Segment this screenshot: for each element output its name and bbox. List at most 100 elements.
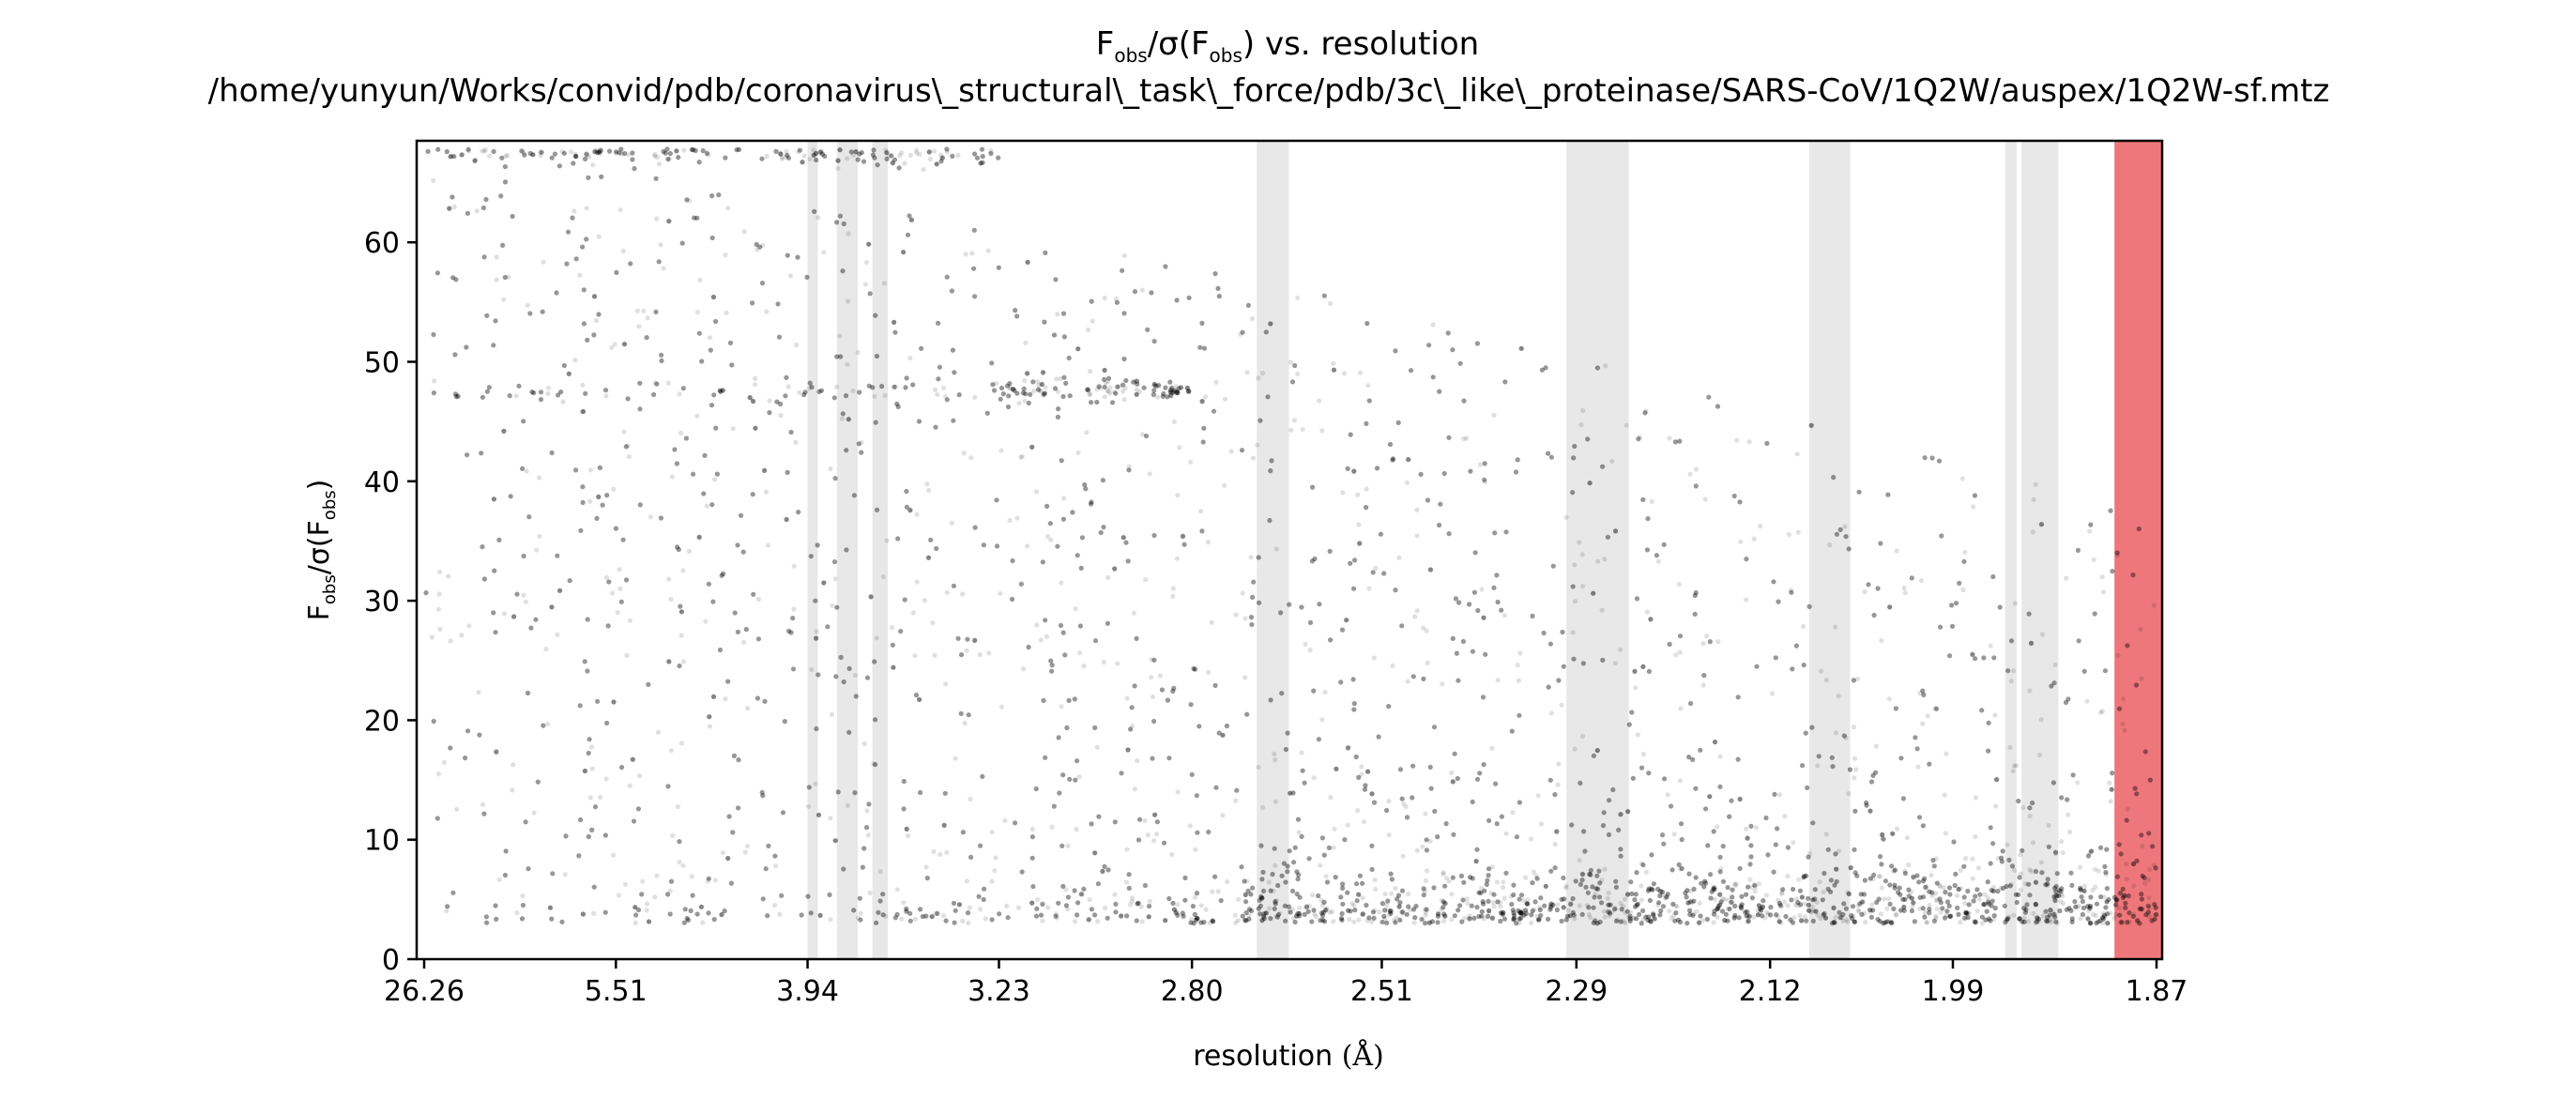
data-point [1693,589,1699,596]
data-point [1577,858,1582,863]
data-point [1938,884,1943,890]
data-point [694,413,700,419]
data-point [1359,764,1364,770]
data-point [614,150,619,156]
data-point [1744,826,1749,832]
data-point [1314,914,1319,920]
data-point [1130,895,1136,901]
data-point [2053,883,2059,890]
data-point [1809,904,1815,909]
data-point [755,247,760,252]
data-point [1423,888,1428,893]
data-point [1688,888,1694,894]
data-point [2100,921,2106,926]
data-point [1823,832,1829,837]
data-point [597,465,603,470]
data-point [1197,509,1204,514]
data-point [988,148,994,154]
data-point [2050,780,2056,786]
data-point [1146,914,1151,920]
data-point [1555,782,1561,787]
data-point [1844,917,1850,923]
data-point [1290,790,1296,796]
data-point [1389,891,1395,896]
data-point [2033,481,2038,487]
data-point [1107,390,1113,396]
data-point [1630,915,1636,921]
data-point [1678,866,1684,872]
data-point [1814,899,1820,906]
data-point [681,147,687,153]
data-point [772,853,778,859]
data-points [423,146,2159,926]
data-point [501,428,507,434]
data-point [1860,899,1866,905]
data-point [710,694,717,700]
data-point [472,158,478,163]
data-point [778,413,784,419]
data-point [1059,704,1064,710]
data-point [1939,533,1944,539]
data-point [1055,312,1060,317]
data-point [1586,911,1592,918]
data-point [904,488,909,495]
data-point [1517,650,1523,656]
data-point [1469,903,1474,908]
data-point [1894,911,1899,917]
data-point [785,252,790,258]
data-point [2151,603,2157,608]
data-point [652,894,658,900]
data-point [707,724,713,729]
data-point [2096,919,2101,924]
data-point [1501,895,1507,901]
data-point [1867,808,1873,814]
data-point [1543,883,1548,889]
data-point [1842,524,1848,529]
data-point [1706,394,1712,400]
data-point [2135,920,2141,925]
data-point [1121,397,1127,403]
ice-ring-band [836,141,858,959]
data-point [1756,881,1761,887]
data-point [989,917,995,923]
data-point [1268,468,1273,474]
data-point [1420,844,1425,849]
data-point [2018,887,2023,893]
data-point [1318,897,1324,904]
data-point [1289,906,1295,912]
data-point [835,165,841,171]
data-point [432,378,437,384]
data-point [889,625,895,631]
data-point [1791,840,1796,846]
data-point [1843,735,1849,740]
data-point [1414,608,1420,614]
data-point [1307,648,1313,653]
data-point [1031,389,1037,394]
data-point [1880,835,1885,841]
data-point [1708,872,1714,878]
data-point [862,282,868,287]
data-point [1795,529,1801,535]
data-point [2060,849,2065,856]
data-point [536,475,542,481]
data-point [1886,919,1893,924]
data-point [1113,296,1120,302]
data-point [1010,387,1016,392]
data-point [1365,383,1371,389]
data-point [1449,770,1455,775]
data-point [588,744,595,750]
high-resolution-cutoff-band [2114,141,2162,959]
data-point [636,324,642,329]
data-point [1639,897,1644,903]
data-point [1594,748,1600,754]
data-point [1084,430,1090,435]
data-point [1133,378,1138,384]
data-point [677,391,682,397]
data-point [1733,881,1739,887]
data-point [494,749,499,755]
data-point [1909,889,1914,895]
data-point [1846,791,1852,797]
data-point [1514,921,1519,926]
data-point [958,710,964,717]
data-point [620,248,626,254]
